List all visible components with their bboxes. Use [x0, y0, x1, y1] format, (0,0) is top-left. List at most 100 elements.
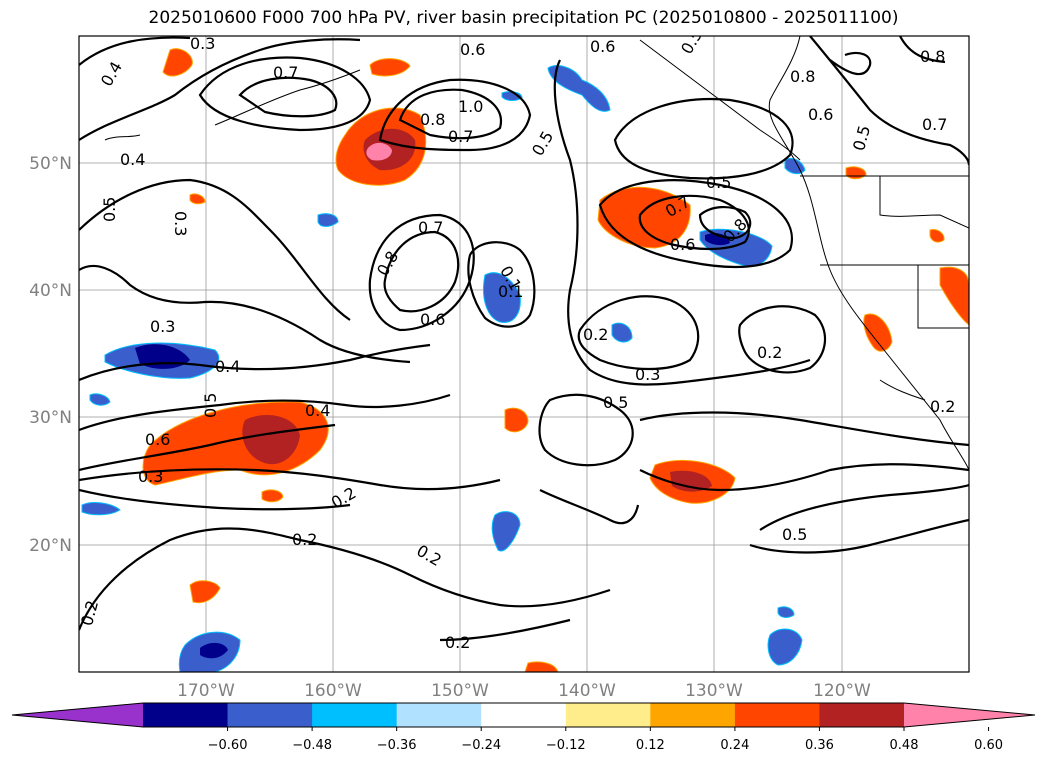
- svg-text:0.7: 0.7: [922, 115, 947, 134]
- svg-text:0.3: 0.3: [635, 365, 660, 384]
- svg-text:0.6: 0.6: [590, 37, 615, 56]
- svg-text:0.7: 0.7: [418, 218, 443, 237]
- colorbar-segment: [734, 703, 820, 727]
- svg-text:0.6: 0.6: [808, 105, 833, 124]
- colorbar-tick-label: 0.24: [720, 738, 749, 753]
- colorbar-segment: [396, 703, 482, 727]
- svg-text:0.5: 0.5: [782, 525, 807, 544]
- precip-positive-core: [242, 415, 300, 465]
- colorbar-tick-label: −0.60: [208, 738, 248, 753]
- svg-text:0.7: 0.7: [273, 63, 298, 82]
- gridlines: [79, 36, 969, 672]
- colorbar: −0.60 −0.48 −0.36 −0.24 −0.12 0.12 0.24 0.36 0.4…: [11, 702, 1036, 753]
- svg-text:0.6: 0.6: [420, 310, 445, 329]
- colorbar-segment: [227, 703, 313, 727]
- map-title: 2025010600 F000 700 hPa PV, river basin …: [148, 8, 899, 28]
- lon-label: 120°W: [813, 681, 871, 701]
- precip-negative-area: [483, 272, 521, 323]
- lat-label: 30°N: [29, 408, 72, 428]
- colorbar-outline: [11, 702, 1036, 728]
- lat-label: 20°N: [29, 536, 72, 556]
- svg-text:0.2: 0.2: [292, 530, 317, 549]
- precip-pc-shading: [81, 48, 969, 672]
- svg-text:0.7: 0.7: [448, 127, 473, 146]
- svg-text:0.2: 0.2: [757, 343, 782, 362]
- precip-negative-area: [547, 65, 611, 112]
- colorbar-segment: [565, 703, 651, 727]
- precip-positive-area: [504, 407, 529, 433]
- precip-negative-area: [81, 502, 121, 516]
- svg-text:0.2: 0.2: [583, 325, 608, 344]
- precip-positive-area: [189, 580, 221, 604]
- lon-label: 130°W: [685, 681, 743, 701]
- pv-contour-labels: 0.3 0.4 0.7 0.6 1.0 0.8 0.7 0.5 0.6 0.5 …: [77, 34, 955, 652]
- precip-negative-area: [611, 322, 633, 343]
- svg-text:0.3: 0.3: [190, 34, 215, 53]
- svg-text:0.5: 0.5: [100, 197, 119, 222]
- colorbar-segment: [143, 703, 229, 727]
- precip-positive-area: [369, 58, 411, 77]
- svg-text:0.2: 0.2: [445, 633, 470, 652]
- lon-label: 150°W: [431, 681, 489, 701]
- colorbar-tick-label: 0.48: [890, 738, 919, 753]
- precip-negative-area: [767, 628, 803, 666]
- lon-label: 170°W: [177, 681, 235, 701]
- lat-label: 50°N: [29, 154, 72, 174]
- svg-text:0.3: 0.3: [150, 317, 175, 336]
- precip-positive-area: [189, 193, 206, 205]
- lon-label: 160°W: [304, 681, 362, 701]
- lat-label: 40°N: [29, 281, 72, 301]
- colorbar-segment: [650, 703, 736, 727]
- precip-negative-area: [777, 606, 795, 618]
- precip-positive-area: [863, 313, 893, 352]
- svg-text:0.3: 0.3: [171, 211, 190, 236]
- colorbar-tick-label: 0.60: [974, 738, 1003, 753]
- svg-text:0.8: 0.8: [420, 110, 445, 129]
- precip-negative-area: [89, 393, 111, 406]
- precip-positive-area: [929, 229, 945, 243]
- svg-text:0.2: 0.2: [77, 598, 102, 628]
- precip-negative-area: [491, 511, 521, 552]
- precip-positive-core: [670, 470, 712, 492]
- lon-label: 140°W: [558, 681, 616, 701]
- svg-text:0.8: 0.8: [790, 67, 815, 86]
- colorbar-tick-label: −0.24: [461, 738, 501, 753]
- colorbar-segment: [481, 703, 567, 727]
- svg-text:0.4: 0.4: [120, 150, 145, 169]
- colorbar-tick-label: −0.36: [377, 738, 417, 753]
- precip-negative-core: [200, 642, 228, 659]
- precip-negative-area: [317, 213, 339, 227]
- precip-positive-area: [939, 266, 969, 326]
- svg-text:0.5: 0.5: [603, 393, 628, 412]
- svg-text:0.6: 0.6: [145, 430, 170, 449]
- svg-text:0.8: 0.8: [920, 47, 945, 66]
- coastlines: [104, 36, 969, 471]
- colorbar-tick-label: 0.36: [805, 738, 834, 753]
- svg-text:0.1: 0.1: [498, 282, 523, 301]
- svg-text:0.2: 0.2: [930, 397, 955, 416]
- latitude-axis: 50°N 40°N 30°N 20°N: [29, 154, 72, 556]
- colorbar-tick-label: −0.12: [546, 738, 586, 753]
- colorbar-tick-label: −0.48: [292, 738, 332, 753]
- svg-text:1.0: 1.0: [458, 97, 483, 116]
- pv-contours: [79, 36, 969, 642]
- longitude-axis: 170°W 160°W 150°W 140°W 130°W 120°W: [177, 681, 871, 701]
- precip-positive-area: [162, 48, 193, 77]
- svg-text:0.3: 0.3: [138, 467, 163, 486]
- colorbar-segment: [312, 703, 398, 727]
- precip-positive-peak: [366, 142, 392, 161]
- colorbar-segment: [819, 703, 905, 727]
- precip-positive-area: [597, 186, 691, 249]
- precip-positive-area: [524, 661, 559, 672]
- svg-text:0.5: 0.5: [706, 173, 731, 192]
- svg-text:0.5: 0.5: [201, 393, 220, 418]
- colorbar-tick-label: 0.12: [636, 738, 665, 753]
- colorbar-extend-min: [12, 703, 143, 727]
- svg-text:0.6: 0.6: [670, 235, 695, 254]
- svg-text:0.4: 0.4: [305, 401, 330, 420]
- svg-text:0.6: 0.6: [460, 40, 485, 59]
- precip-positive-area: [261, 489, 284, 503]
- colorbar-extend-max: [904, 703, 1035, 727]
- svg-text:0.4: 0.4: [215, 357, 240, 376]
